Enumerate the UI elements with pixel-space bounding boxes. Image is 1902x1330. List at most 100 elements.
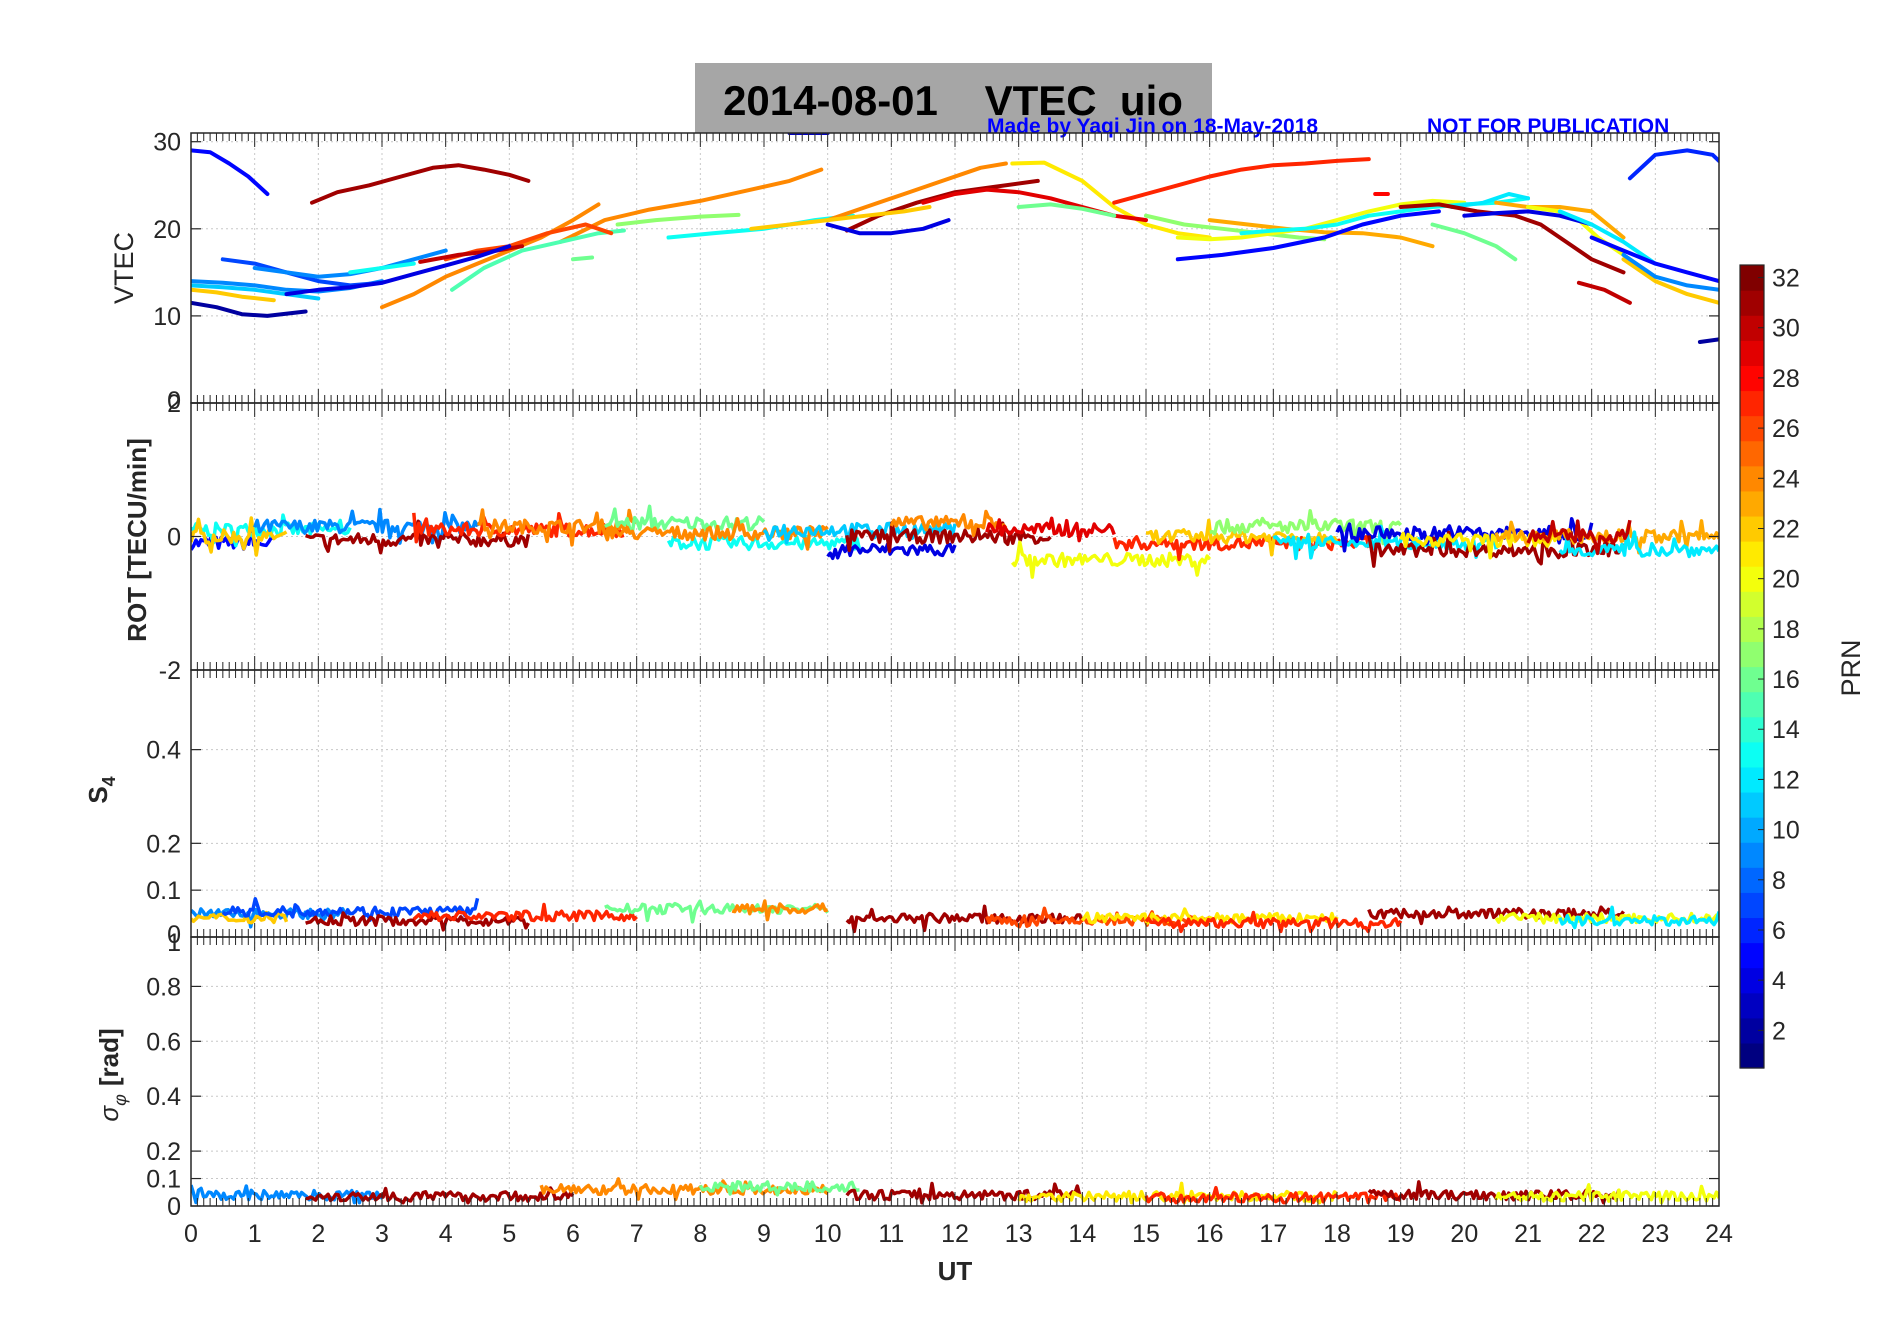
y-tick-label: 0.4 (146, 1083, 181, 1111)
series-prn-12 (1558, 530, 1719, 559)
series-prn-16 (698, 1180, 860, 1197)
data-layer (191, 897, 1719, 934)
vtec-series-prn-30 (1576, 280, 1632, 305)
x-tick-label: 19 (1387, 1220, 1415, 1248)
colorbar-tick-label: 10 (1772, 817, 1800, 845)
vtec-series-prn-4 (284, 244, 512, 297)
vtec-series-prn-12 (1449, 192, 1530, 209)
colorbar-swatch (1740, 541, 1764, 567)
colorbar-swatch (1740, 490, 1764, 517)
colorbar-swatch (1740, 1042, 1764, 1069)
vtec-series-prn-31 (1398, 202, 1626, 275)
x-tick-label: 16 (1196, 1220, 1224, 1248)
vtec-series-prn-13 (348, 261, 416, 275)
colorbar-swatch (1740, 591, 1764, 617)
colorbar-tick-label: 30 (1772, 315, 1800, 343)
x-tick-label: 11 (878, 1220, 904, 1248)
y-tick-label: 0 (167, 1193, 181, 1221)
series-prn-4 (1335, 517, 1594, 553)
y-tick-label: 0.8 (146, 973, 181, 1001)
rot-y-label: ROT [TECU/min] (122, 438, 152, 642)
y-tick-label: -2 (159, 657, 181, 685)
colorbar-swatch (1740, 390, 1764, 417)
x-tick-label: 17 (1259, 1220, 1287, 1248)
x-tick-label: 14 (1068, 1220, 1096, 1248)
series-prn-21 (1399, 531, 1562, 560)
series-prn-21 (1017, 1181, 1339, 1205)
sigma-y-label-sub: φ (110, 1094, 130, 1106)
y-tick-label: 0 (167, 524, 181, 552)
x-tick-label: 8 (693, 1220, 707, 1248)
series-prn-31 (845, 1181, 1083, 1205)
vtec-series-prn-24 (825, 161, 1008, 223)
vtec-series-prn-4 (825, 218, 951, 236)
s4-y-label-sub: 4 (99, 776, 119, 786)
data-layer (191, 504, 1719, 579)
vtec-series-prn-15 (450, 228, 626, 292)
x-tick-label: 10 (814, 1220, 842, 1248)
y-tick-label: 30 (153, 129, 181, 157)
vtec-series-prn-5 (1589, 235, 1719, 284)
panel-0: 10 20 30 0 (153, 129, 1720, 415)
series-prn-27 (412, 512, 625, 544)
vtec-series-prn-20 (1175, 198, 1467, 242)
sigma-y-label-unit: [rad] (94, 1028, 124, 1086)
s4-y-label-main: S (83, 786, 113, 803)
series-prn-24 (889, 509, 1008, 538)
publication-warning: NOT FOR PUBLICATION (1427, 115, 1669, 138)
series-prn-12 (1558, 905, 1719, 930)
vtec-series-prn-11 (191, 283, 321, 301)
x-tick-label: 23 (1641, 1220, 1669, 1248)
colorbar-tick-label: 4 (1772, 967, 1786, 995)
y-tick-label: 0 (167, 921, 181, 949)
x-tick-label: 6 (566, 1220, 580, 1248)
title-banner (695, 63, 1212, 133)
colorbar-swatch (1740, 791, 1764, 818)
series-prn-20 (1494, 1183, 1719, 1205)
x-tick-label: 20 (1450, 1220, 1478, 1248)
x-tick-label: 7 (630, 1220, 644, 1248)
vtec-series-prn-17 (615, 212, 741, 227)
series-prn-30 (1526, 519, 1632, 556)
series-prn-22 (191, 516, 288, 557)
series-prn-31 (845, 521, 1052, 553)
colorbar-tick-label: 14 (1772, 716, 1800, 744)
x-tick-label: 4 (439, 1220, 453, 1248)
colorbar-tick-label: 28 (1772, 365, 1800, 393)
vtec-series-prn-4 (1462, 209, 1594, 227)
vtec-series-prn-22 (749, 205, 932, 231)
colorbar-swatch (1740, 741, 1764, 768)
x-tick-label: 1 (248, 1220, 262, 1248)
colorbar-tick-label: 12 (1772, 766, 1800, 794)
panel-2: 0.4 0.2 0.1 0 (146, 669, 1720, 949)
vtec-series-prn-22 (191, 287, 276, 303)
series-prn-31 (1367, 905, 1625, 926)
x-tick-label: 21 (1514, 1220, 1542, 1248)
series-prn-16 (604, 899, 830, 924)
x-tick-label: 24 (1705, 1220, 1733, 1248)
vtec-series-prn-23 (1207, 218, 1435, 249)
vtec-series-prn-6 (1627, 148, 1719, 181)
vtec-series-prn-2 (1697, 337, 1719, 344)
colorbar-swatch (1740, 942, 1764, 969)
colorbar-tick-label: 26 (1772, 415, 1800, 443)
vtec-series-prn-17 (1144, 213, 1327, 242)
colorbar-tick-label: 18 (1772, 616, 1800, 644)
y-tick-label: 0.1 (146, 877, 181, 905)
x-tick-label: 18 (1323, 1220, 1351, 1248)
figure-title: 2014-08-01 VTEC uio (723, 77, 1183, 124)
x-tick-label: 15 (1132, 1220, 1160, 1248)
colorbar-label: PRN (1836, 639, 1866, 696)
colorbar-tick-label: 32 (1772, 265, 1800, 293)
colorbar-tick-label: 6 (1772, 917, 1786, 945)
colorbar-swatch (1740, 340, 1764, 366)
vtec-series-prn-2 (191, 300, 308, 318)
vtec-series-prn-24 (380, 202, 601, 310)
y-tick-label: 0.1 (146, 1166, 181, 1194)
y-tick-label: 10 (153, 303, 181, 331)
series-prn-17 (1209, 509, 1403, 546)
y-tick-label: 0.4 (146, 737, 181, 765)
y-tick-label: 0 (167, 387, 181, 415)
